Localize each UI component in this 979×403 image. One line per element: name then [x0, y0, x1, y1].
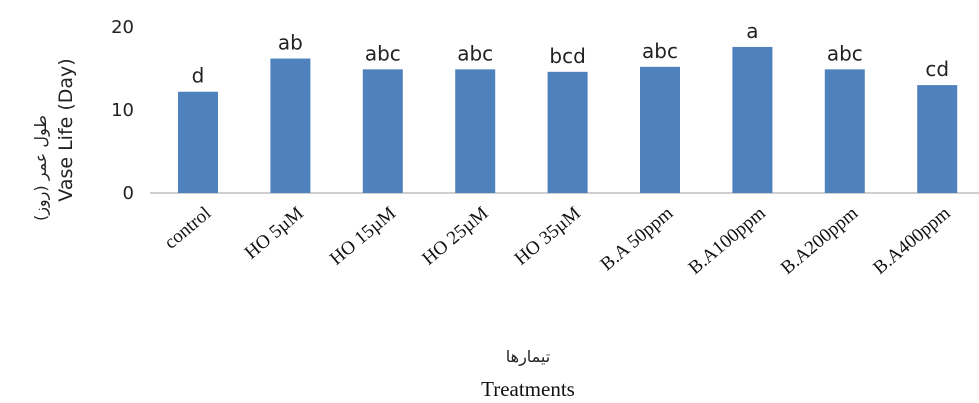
bar	[270, 58, 311, 193]
category-labels: control HO 5µM HO 15µM HO 25µM HO 35µM B.A 50…	[160, 203, 954, 279]
category-label: HO 15µM	[326, 203, 400, 270]
category-label: HO 25µM	[418, 203, 492, 270]
x-axis-label-alt: تیمارها	[506, 347, 550, 367]
y-tick-label: 10	[111, 100, 134, 121]
category-label: B.A200ppm	[777, 203, 862, 279]
y-tick-label: 0	[123, 183, 134, 204]
y-axis-label-alt: طول عمر (روز)	[31, 115, 51, 221]
category-label: B.A400ppm	[869, 203, 954, 279]
significance-letter: ab	[278, 31, 303, 55]
category-label: HO 5µM	[241, 203, 308, 264]
category-label: HO 35µM	[511, 203, 585, 270]
significance-letter: abc	[457, 41, 493, 65]
significance-letter: cd	[925, 57, 949, 81]
x-axis-label: Treatments	[481, 377, 575, 401]
category-label: control	[160, 203, 215, 254]
bar	[178, 91, 218, 193]
y-axis-ticks: 0 10 20	[111, 17, 134, 204]
y-tick-label: 20	[111, 17, 134, 38]
significance-letter: abc	[642, 39, 678, 63]
category-label: B.A 50ppm	[597, 203, 678, 276]
bar	[547, 71, 588, 193]
significance-letter: abc	[827, 41, 863, 65]
bar	[917, 85, 958, 193]
category-label: B.A100ppm	[685, 203, 770, 279]
y-axis-label: Vase Life (Day)	[55, 58, 77, 201]
bar	[824, 69, 865, 193]
bars	[178, 46, 958, 193]
bar	[362, 69, 403, 193]
significance-letter: abc	[365, 41, 401, 65]
significance-labels: d ab abc abc bcd abc a abc cd	[192, 19, 949, 88]
significance-letter: d	[192, 64, 205, 88]
bar	[732, 46, 773, 193]
significance-letter: bcd	[549, 44, 585, 68]
bar	[640, 66, 680, 193]
bar	[455, 69, 496, 193]
significance-letter: a	[746, 19, 758, 43]
